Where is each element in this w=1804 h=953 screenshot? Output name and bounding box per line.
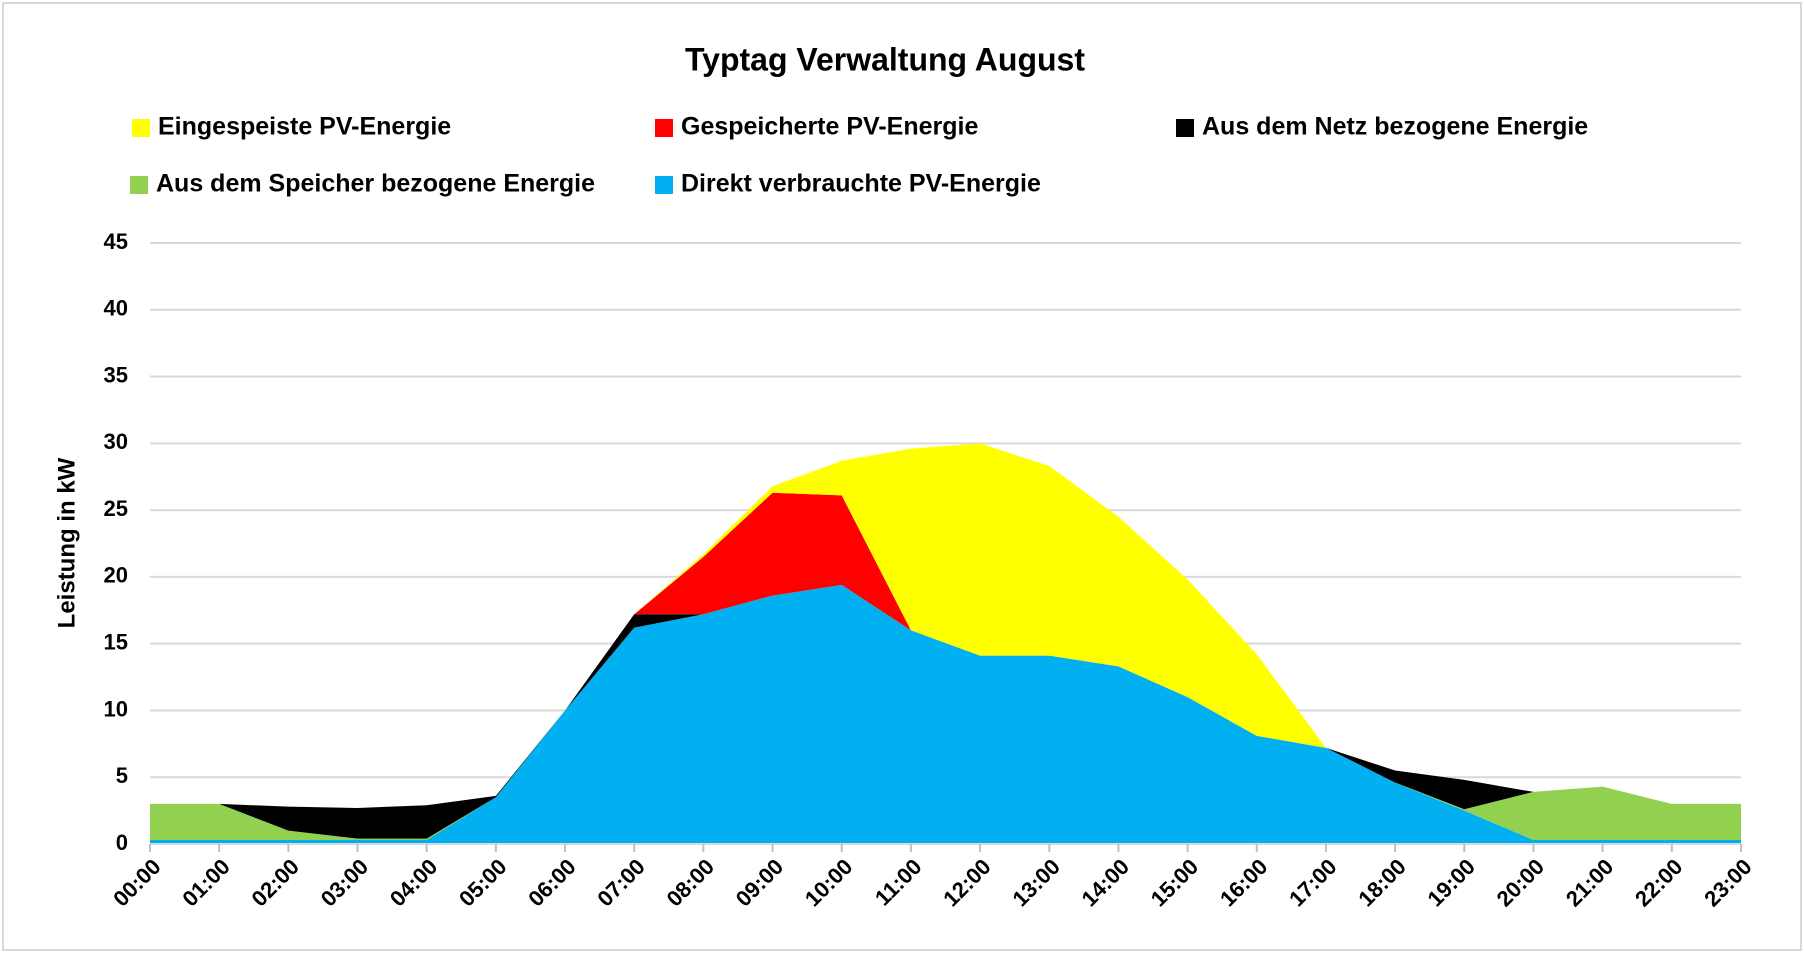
y-tick-label: 25: [104, 496, 128, 521]
y-tick-label: 20: [104, 563, 128, 588]
area: [150, 584, 1741, 839]
chart-title: Typtag Verwaltung August: [685, 41, 1085, 77]
legend-label: Direkt verbrauchte PV-Energie: [681, 170, 1041, 198]
legend-swatch: [655, 119, 673, 137]
y-tick-label: 0: [116, 830, 128, 855]
y-axis-label: Leistung in kW: [53, 457, 80, 628]
legend-label: Aus dem Netz bezogene Energie: [1202, 113, 1588, 141]
legend-swatch: [130, 176, 148, 194]
area: [150, 584, 1741, 840]
y-tick-label: 10: [104, 696, 128, 721]
legend-swatch: [132, 119, 150, 137]
y-tick-label: 30: [104, 429, 128, 454]
area: [150, 584, 1741, 844]
legend-label: Aus dem Speicher bezogene Energie: [156, 170, 595, 198]
legend-swatch: [1176, 119, 1194, 137]
y-tick-label: 35: [104, 362, 128, 387]
y-tick-label: 45: [104, 229, 128, 254]
legend-label: Gespeicherte PV-Energie: [681, 113, 978, 141]
y-tick-label: 15: [104, 629, 128, 654]
legend-label: Eingespeiste PV-Energie: [158, 113, 451, 141]
area: [150, 443, 1741, 808]
y-tick-label: 5: [116, 763, 128, 788]
y-tick-label: 40: [104, 296, 128, 321]
legend-swatch: [655, 176, 673, 194]
